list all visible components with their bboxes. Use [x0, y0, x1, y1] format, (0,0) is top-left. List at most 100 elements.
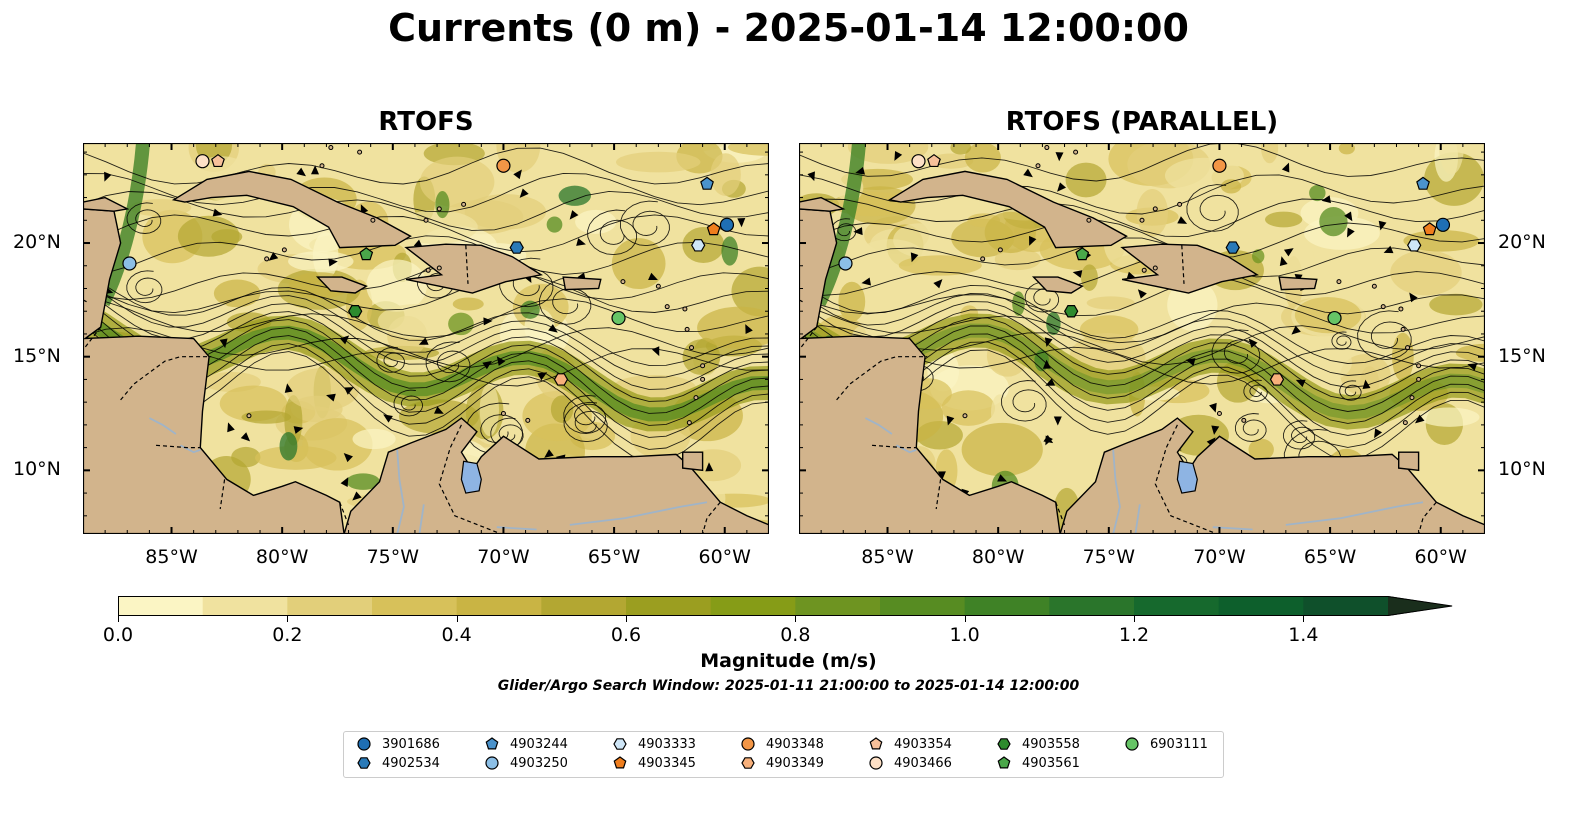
legend-marker-4903354[interactable]	[869, 737, 883, 750]
lat-tick-label-right: 15°N	[1498, 344, 1546, 367]
legend-marker-4903466[interactable]	[869, 756, 883, 770]
legend-item: 4903558	[996, 736, 1080, 752]
lake-maracaibo	[1176, 460, 1198, 494]
float-marker-4903244[interactable]	[700, 176, 714, 190]
colorbar-tick-label: 1.2	[1118, 624, 1150, 646]
float-marker-4902534[interactable]	[509, 241, 524, 254]
legend-item: 4903333	[612, 736, 696, 752]
float-marker-4903345[interactable]	[706, 222, 721, 236]
legend-marker-6903111[interactable]	[1125, 737, 1139, 751]
panel-title-rtofs-parallel: RTOFS (PARALLEL)	[1005, 107, 1279, 137]
legend-label: 3901686	[382, 736, 440, 752]
figure-title: Currents (0 m) - 2025-01-14 12:00:00	[388, 6, 1189, 50]
legend-item: 3901686	[356, 736, 440, 752]
lon-tick-label: 75°W	[366, 546, 420, 568]
legend-item: 4903349	[740, 755, 824, 771]
float-marker-4902534[interactable]	[1225, 241, 1240, 254]
legend-item: 4903250	[484, 755, 568, 771]
float-marker-4903349[interactable]	[1269, 373, 1285, 386]
colorbar-tick-mark	[1134, 616, 1135, 622]
lon-tick-label: 60°W	[1414, 546, 1467, 568]
legend-label: 4903250	[510, 755, 568, 771]
float-marker-4903349[interactable]	[553, 373, 569, 386]
float-marker-4903348[interactable]	[1212, 158, 1227, 173]
land-hispaniola	[404, 243, 543, 294]
float-marker-4903348[interactable]	[496, 158, 511, 173]
legend-marker-4903333[interactable]	[613, 738, 627, 750]
legend-label: 4903558	[1022, 736, 1080, 752]
colorbar-tick-mark	[118, 616, 119, 622]
legend-label: 4903561	[1022, 755, 1080, 771]
legend-label: 4903466	[894, 755, 952, 771]
legend-marker-4902534[interactable]	[357, 757, 371, 769]
colorbar-tick-label: 0.0	[102, 624, 134, 646]
float-marker-4903561[interactable]	[359, 247, 374, 261]
legend-marker-4903244[interactable]	[485, 737, 499, 750]
legend-label: 4902534	[382, 755, 440, 771]
float-marker-6903111[interactable]	[1327, 310, 1342, 326]
float-marker-4903333[interactable]	[1406, 239, 1422, 252]
legend-label: 4903345	[638, 755, 696, 771]
land-puertorico	[1278, 276, 1318, 291]
land-cuba	[171, 170, 412, 249]
colorbar-label: Magnitude (m/s)	[700, 650, 877, 672]
legend-label: 4903349	[766, 755, 824, 771]
colorbar-tick-mark	[795, 616, 797, 622]
float-marker-4903354[interactable]	[927, 153, 941, 168]
legend-marker-4903250[interactable]	[485, 756, 499, 770]
lat-tick-label-right: 10°N	[1498, 458, 1546, 481]
colorbar-tick-label: 0.8	[780, 624, 811, 646]
legend-item: 4903345	[612, 755, 696, 771]
float-marker-4903250[interactable]	[838, 256, 853, 271]
map-panel-rtofs-parallel[interactable]	[799, 143, 1485, 534]
lat-tick-label-left: 20°N	[13, 231, 61, 254]
legend-label: 4903333	[638, 736, 696, 752]
lon-tick-label: 85°W	[145, 546, 198, 568]
float-marker-4903244[interactable]	[1416, 176, 1430, 190]
float-marker-4903558[interactable]	[347, 304, 363, 318]
legend-label: 4903244	[510, 736, 568, 752]
float-marker-3901686[interactable]	[719, 217, 735, 232]
lon-tick-label: 65°W	[1303, 546, 1357, 568]
colorbar-tick-label: 0.2	[272, 624, 303, 646]
land-trinidad	[682, 451, 704, 472]
land-trinidad	[1398, 451, 1420, 472]
legend-marker-4903348[interactable]	[741, 737, 755, 751]
legend-item: 4903561	[996, 755, 1080, 771]
land-hispaniola	[1120, 243, 1259, 294]
land-cuba	[887, 170, 1128, 249]
map-panel-rtofs[interactable]	[83, 143, 769, 534]
search-window-note: Glider/Argo Search Window: 2025-01-11 21…	[497, 678, 1080, 694]
legend-marker-3901686[interactable]	[357, 737, 371, 751]
legend-marker-4903349[interactable]	[741, 757, 755, 769]
lat-tick-label-left: 15°N	[13, 344, 61, 367]
legend-item: 4903466	[868, 755, 952, 771]
float-marker-4903466[interactable]	[195, 154, 210, 169]
land-yucatan_n	[799, 196, 846, 212]
float-marker-4903561[interactable]	[1075, 247, 1090, 261]
colorbar-tick-mark	[964, 616, 966, 622]
float-marker-4903250[interactable]	[122, 256, 137, 271]
legend-item: 6903111	[1124, 736, 1208, 752]
float-marker-6903111[interactable]	[611, 310, 626, 326]
float-marker-4903558[interactable]	[1063, 304, 1079, 318]
legend-marker-4903345[interactable]	[613, 756, 627, 769]
legend-marker-4903561[interactable]	[997, 756, 1011, 769]
land-jamaica	[1031, 276, 1084, 294]
legend-item: 4903348	[740, 736, 824, 752]
lake-maracaibo	[460, 460, 482, 494]
colorbar-tick-mark	[626, 616, 627, 622]
legend-item: 4903244	[484, 736, 568, 752]
legend-marker-4903558[interactable]	[997, 738, 1011, 750]
float-marker-3901686[interactable]	[1435, 217, 1451, 232]
float-marker-4903354[interactable]	[211, 153, 225, 168]
lon-tick-label: 70°W	[477, 546, 530, 568]
colorbar	[118, 596, 1453, 616]
float-marker-4903345[interactable]	[1422, 222, 1437, 236]
legend-label: 4903354	[894, 736, 952, 752]
float-legend: 3901686 4902534 4903244 4903250 4903333 49033…	[343, 731, 1224, 778]
float-marker-4903333[interactable]	[690, 239, 706, 252]
legend-label: 4903348	[766, 736, 824, 752]
float-marker-4903466[interactable]	[911, 154, 926, 169]
legend-item: 4902534	[356, 755, 440, 771]
